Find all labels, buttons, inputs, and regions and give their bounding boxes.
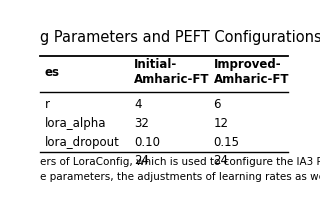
Text: ers of LoraConfig, which is used to configure the IA3 PEFT throu: ers of LoraConfig, which is used to conf… [40,157,320,167]
Text: 0.15: 0.15 [214,136,240,149]
Text: 32: 32 [134,117,149,130]
Text: r: r [45,98,50,111]
Text: 0.10: 0.10 [134,136,160,149]
Text: Improved-
Amharic-FT: Improved- Amharic-FT [214,58,289,86]
Text: 4: 4 [134,98,142,111]
Text: 6: 6 [214,98,221,111]
Text: lora_alpha: lora_alpha [45,117,107,130]
Text: e parameters, the adjustments of learning rates as well as the regul: e parameters, the adjustments of learnin… [40,172,320,182]
Text: 12: 12 [214,117,228,130]
Text: g Parameters and PEFT Configurations of the: g Parameters and PEFT Configurations of … [40,30,320,45]
Text: Initial-
Amharic-FT: Initial- Amharic-FT [134,58,210,86]
Text: es: es [45,66,60,79]
Text: 24: 24 [134,154,149,167]
Text: lora_dropout: lora_dropout [45,136,120,149]
Text: 24: 24 [214,154,228,167]
